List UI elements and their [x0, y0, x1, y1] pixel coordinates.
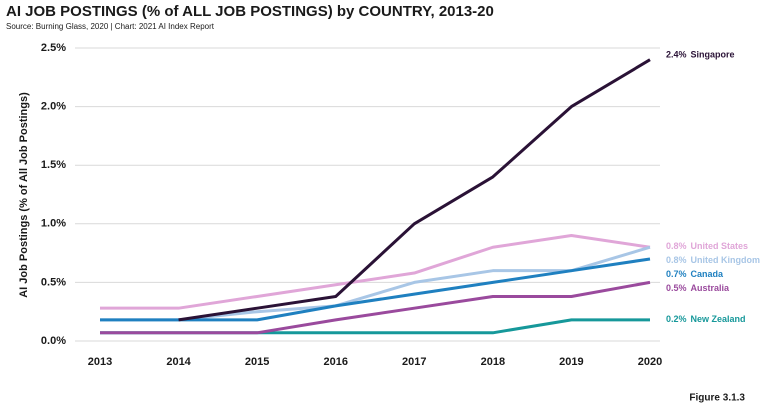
x-tick-label: 2015: [245, 356, 269, 368]
x-tick-label: 2019: [559, 356, 583, 368]
series-name: Singapore: [691, 50, 735, 60]
series-line: [100, 318, 650, 335]
series-line: [100, 257, 651, 322]
end-value-label: 2.4%: [666, 50, 687, 60]
y-tick-label: 2.5%: [41, 42, 66, 54]
series-line: [100, 280, 651, 335]
series-line: [100, 234, 651, 310]
series-name: United Kingdom: [691, 256, 761, 266]
end-value-label: 0.8%: [666, 242, 687, 252]
figure-label: Figure 3.1.3: [689, 393, 745, 404]
series-name: Canada: [691, 270, 725, 280]
end-label: 0.8% United Kingdom: [666, 256, 760, 266]
y-tick-label: 2.0%: [41, 101, 66, 113]
chart-subtitle: Source: Burning Glass, 2020 | Chart: 202…: [6, 22, 215, 31]
end-value-label: 0.5%: [666, 284, 687, 294]
series-name: New Zealand: [691, 314, 746, 324]
series-name: Australia: [691, 284, 731, 294]
y-axis-title: AI Job Postings (% of All Job Postings): [18, 92, 30, 298]
end-label: 0.8% United States: [666, 242, 748, 252]
end-label: 0.5% Australia: [666, 284, 730, 294]
x-tick-label: 2013: [88, 356, 112, 368]
x-tick-label: 2014: [166, 356, 191, 368]
x-tick-label: 2017: [402, 356, 426, 368]
y-tick-label: 1.5%: [41, 159, 66, 171]
y-tick-label: 1.0%: [41, 218, 66, 230]
y-tick-label: 0.5%: [41, 276, 66, 288]
end-value-label: 0.2%: [666, 314, 687, 324]
y-tick-label: 0.0%: [41, 335, 66, 347]
end-value-label: 0.8%: [666, 256, 687, 266]
series-line: [178, 58, 651, 322]
end-label: 2.4% Singapore: [666, 50, 735, 60]
end-label: 0.2% New Zealand: [666, 314, 746, 324]
chart-title: AI JOB POSTINGS (% of ALL JOB POSTINGS) …: [6, 3, 494, 20]
end-label: 0.7% Canada: [666, 270, 724, 280]
x-tick-label: 2020: [638, 356, 662, 368]
x-tick-label: 2016: [323, 356, 347, 368]
series-name: United States: [691, 242, 749, 252]
x-tick-label: 2018: [481, 356, 505, 368]
end-value-label: 0.7%: [666, 270, 687, 280]
